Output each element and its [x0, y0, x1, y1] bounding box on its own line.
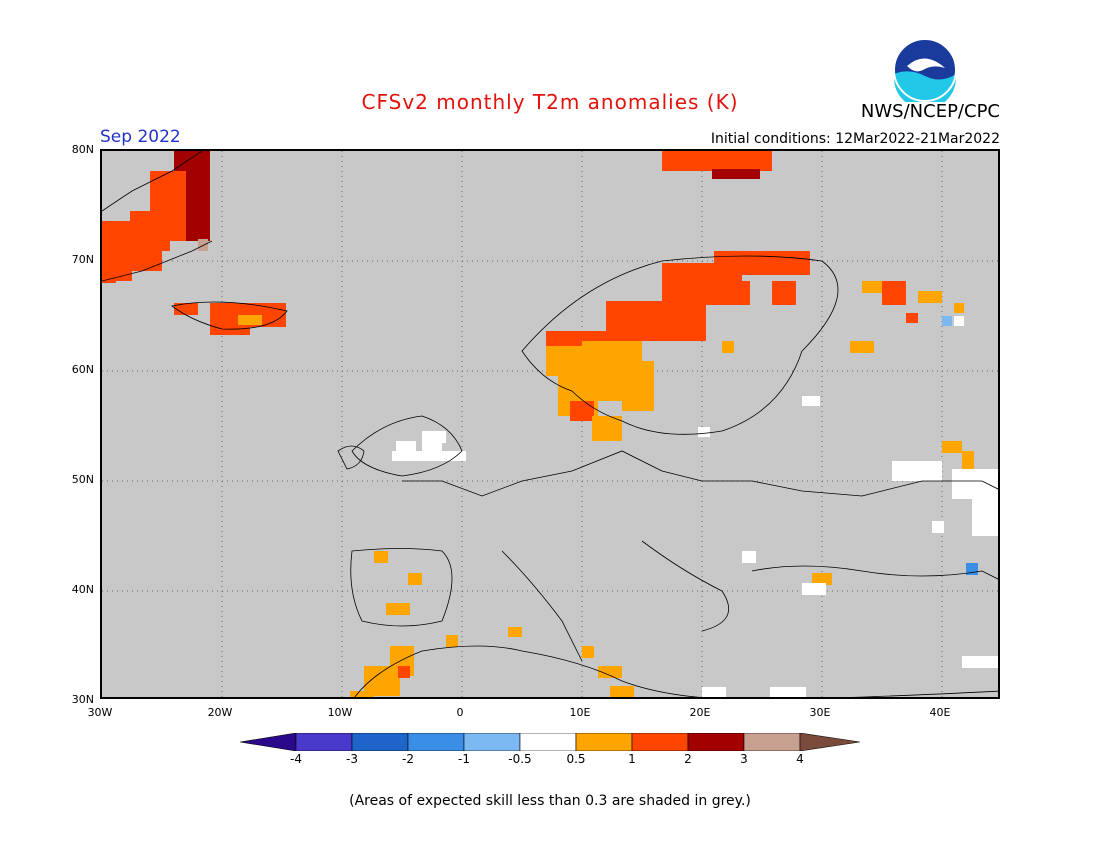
- legend-swatch-3-4: [743, 733, 801, 751]
- chart-title: CFSv2 monthly T2m anomalies (K): [361, 90, 739, 114]
- lon-label-20w: 20W: [207, 706, 233, 719]
- legend-swatch-neutral: [519, 733, 577, 751]
- svalbard-anomaly-cells: [662, 151, 772, 179]
- lon-label-10e: 10E: [569, 706, 591, 719]
- lon-label-30e: 30E: [809, 706, 831, 719]
- legend-label-neg1: -1: [458, 752, 470, 766]
- legend-label-neg4: -4: [290, 752, 302, 766]
- lon-label-20e: 20E: [689, 706, 711, 719]
- legend-swatch-2-3: [687, 733, 745, 751]
- lon-label-30w: 30W: [87, 706, 113, 719]
- iceland-anomaly-cells: [174, 303, 286, 335]
- anomaly-map: [100, 149, 1000, 699]
- legend-label-neg3: -3: [346, 752, 358, 766]
- noaa-logo: [893, 38, 957, 102]
- lat-label-70n: 70N: [71, 253, 94, 266]
- skill-footnote: (Areas of expected skill less than 0.3 a…: [349, 793, 751, 809]
- legend-label-3: 3: [740, 752, 748, 766]
- legend-swatch-neg2-neg1: [407, 733, 465, 751]
- map-gridlines: [102, 151, 998, 697]
- lon-label-10w: 10W: [327, 706, 353, 719]
- lat-label-80n: 80N: [71, 143, 94, 156]
- legend-swatch-05-1: [575, 733, 633, 751]
- map-canvas: [102, 151, 998, 697]
- color-legend: [240, 733, 860, 751]
- lat-label-40n: 40N: [71, 583, 94, 596]
- coastlines: [102, 151, 998, 697]
- lat-label-30n: 30N: [71, 693, 94, 706]
- legend-label-2: 2: [684, 752, 692, 766]
- legend-swatch-neg1-neg05: [463, 733, 521, 751]
- legend-swatch-below-neg4: [240, 733, 297, 751]
- legend-swatch-1-2: [631, 733, 689, 751]
- lat-label-50n: 50N: [71, 473, 94, 486]
- legend-swatch-above-4: [799, 733, 860, 751]
- forecast-month: Sep 2022: [100, 127, 181, 147]
- legend-label-4: 4: [796, 752, 804, 766]
- legend-label-05: 0.5: [566, 752, 586, 766]
- lat-label-60n: 60N: [71, 363, 94, 376]
- lon-label-40e: 40E: [929, 706, 951, 719]
- legend-swatch-neg4-neg3: [295, 733, 353, 751]
- lon-label-0: 0: [456, 706, 464, 719]
- scattered-anomaly-cells: [350, 396, 998, 697]
- agency-label: NWS/NCEP/CPC: [860, 101, 1000, 122]
- legend-label-1: 1: [628, 752, 636, 766]
- legend-swatch-neg3-neg2: [351, 733, 409, 751]
- legend-label-neg05: -0.5: [508, 752, 532, 766]
- scandinavia-anomaly-cells: [546, 251, 964, 441]
- greenland-anomaly-cells: [102, 151, 210, 283]
- legend-label-neg2: -2: [402, 752, 414, 766]
- initial-conditions: Initial conditions: 12Mar2022-21Mar2022: [710, 131, 1000, 147]
